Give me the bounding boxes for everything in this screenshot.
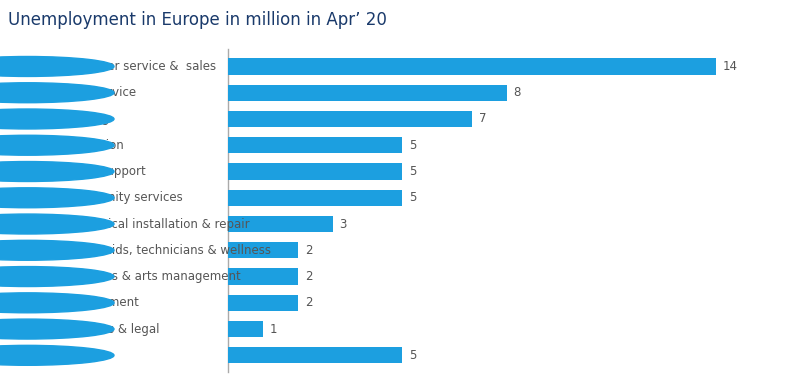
Text: 1: 1 [270, 323, 278, 336]
Bar [228, 321, 263, 337]
Text: Food service: Food service [62, 86, 136, 99]
Bar [228, 347, 402, 364]
Bar [228, 85, 506, 101]
Text: 5: 5 [409, 165, 417, 178]
Text: 5: 5 [409, 139, 417, 152]
Text: Creatives & arts management: Creatives & arts management [62, 270, 240, 283]
Text: Building: Building [62, 112, 110, 125]
Bar [228, 137, 402, 154]
Text: Office support: Office support [62, 165, 146, 178]
Text: Mechanical installation & repair: Mechanical installation & repair [62, 217, 249, 231]
Text: 5: 5 [409, 191, 417, 204]
Bar [228, 294, 298, 311]
Text: 8: 8 [514, 86, 521, 99]
Circle shape [0, 345, 114, 365]
Text: Unemployment in Europe in million in Apr’ 20: Unemployment in Europe in million in Apr… [8, 11, 387, 29]
Text: 3: 3 [339, 217, 347, 231]
Circle shape [0, 267, 114, 287]
Text: Health aids, technicians & wellness: Health aids, technicians & wellness [62, 244, 270, 257]
Text: 14: 14 [722, 60, 738, 73]
Circle shape [0, 109, 114, 129]
Text: 2: 2 [305, 270, 312, 283]
Text: Business & legal: Business & legal [62, 323, 159, 336]
Text: 2: 2 [305, 244, 312, 257]
Bar [228, 216, 333, 232]
Text: 2: 2 [305, 296, 312, 309]
Bar [228, 163, 402, 180]
Circle shape [0, 214, 114, 234]
Bar [228, 268, 298, 285]
Text: 5: 5 [409, 349, 417, 362]
Circle shape [0, 83, 114, 103]
Bar [228, 190, 402, 206]
Text: Community services: Community services [62, 191, 182, 204]
Circle shape [0, 162, 114, 182]
Circle shape [0, 293, 114, 313]
Circle shape [0, 188, 114, 208]
Circle shape [0, 240, 114, 260]
Bar [228, 242, 298, 258]
Text: Production: Production [62, 139, 124, 152]
Circle shape [0, 319, 114, 339]
Text: 7: 7 [479, 112, 486, 125]
Text: Customer service &  sales: Customer service & sales [62, 60, 216, 73]
Bar [228, 58, 716, 74]
Circle shape [0, 135, 114, 155]
Text: Management: Management [62, 296, 139, 309]
Text: Other: Other [62, 349, 95, 362]
Bar [228, 111, 472, 127]
Circle shape [0, 57, 114, 76]
